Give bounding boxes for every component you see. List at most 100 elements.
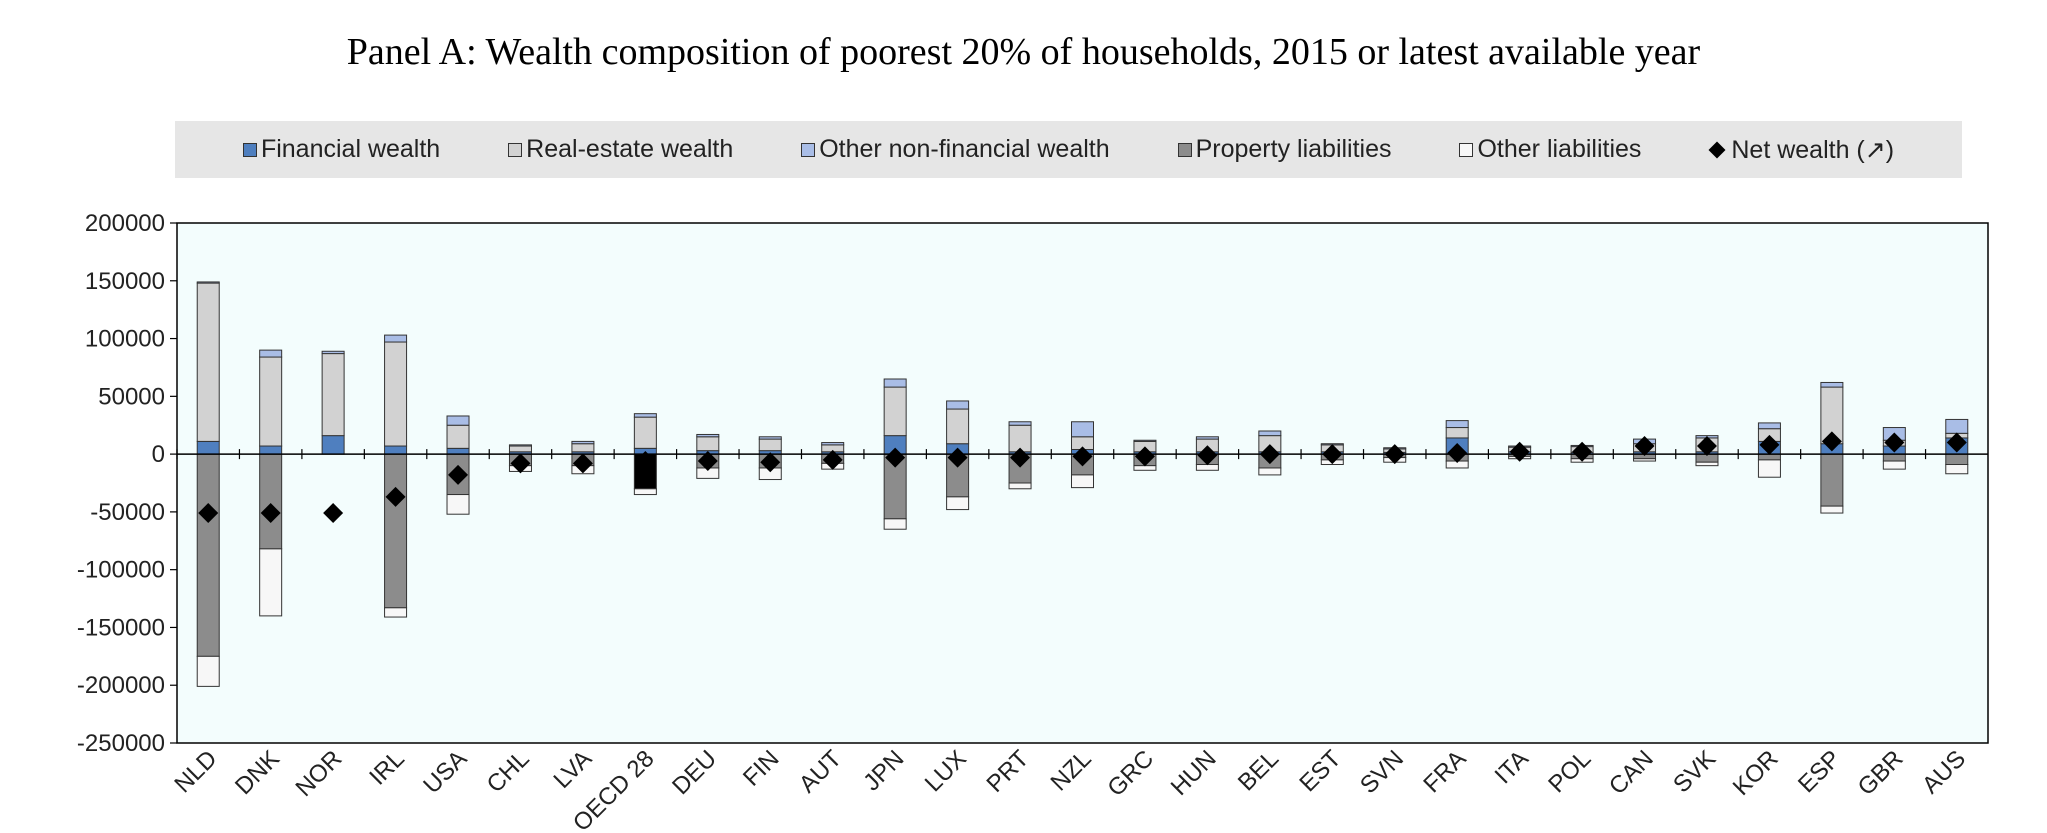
bar-fin-nor xyxy=(321,435,345,455)
bar-ol-gbr xyxy=(1882,460,1906,470)
net-wealth-point-oecd-28 xyxy=(635,451,656,472)
bar-pl-aus xyxy=(1945,453,1969,466)
bar-ol-hun xyxy=(1195,464,1219,471)
net-wealth-point-fin xyxy=(760,452,781,473)
x-tick-label: EST xyxy=(1294,745,1346,797)
bar-ol-lux xyxy=(946,496,970,511)
bar-onf-chl xyxy=(508,444,532,447)
bar-onf-kor xyxy=(1757,422,1781,430)
x-tick-label: FIN xyxy=(738,745,784,791)
net-wealth-point-svk xyxy=(1696,436,1717,457)
bar-onf-irl xyxy=(384,334,408,343)
x-tick-label: NZL xyxy=(1046,745,1097,796)
x-tick-label: USA xyxy=(418,745,472,799)
bar-ol-irl xyxy=(384,607,408,618)
bar-onf-fra xyxy=(1445,420,1469,429)
bar-onf-aut xyxy=(821,442,845,446)
x-tick-label: AUT xyxy=(794,745,847,798)
x-tick-label: FRA xyxy=(1418,745,1471,798)
bar-ol-jpn xyxy=(883,518,907,530)
x-tick-label: ITA xyxy=(1490,745,1534,789)
legend-marker-fin xyxy=(242,142,257,157)
net-wealth-point-nzl xyxy=(1072,446,1093,467)
bar-re-chl xyxy=(508,445,532,453)
bar-ol-esp xyxy=(1820,505,1844,514)
bar-onf-nor xyxy=(321,350,345,355)
x-tick-label: PRT xyxy=(982,745,1035,798)
legend-marker-ol xyxy=(1459,142,1474,157)
x-tick-label: LUX xyxy=(920,745,972,797)
y-tick-label: 200000 xyxy=(85,210,165,237)
x-tick-label: NOR xyxy=(291,745,348,802)
bar-re-deu xyxy=(696,436,720,452)
x-tick-label: POL xyxy=(1543,745,1596,798)
net-wealth-point-nld xyxy=(198,503,219,524)
net-wealth-point-lva xyxy=(572,453,593,474)
bar-onf-esp xyxy=(1820,381,1844,388)
x-tick-label: IRL xyxy=(364,745,410,791)
x-tick-label: JPN xyxy=(858,745,909,796)
bar-fin-dnk xyxy=(259,445,283,455)
y-tick-label: -100000 xyxy=(77,557,165,584)
y-tick-label: -200000 xyxy=(77,672,165,699)
bar-pl-esp xyxy=(1820,453,1844,507)
bar-onf-nld xyxy=(196,281,220,284)
net-wealth-point-pol xyxy=(1572,441,1593,462)
legend: Financial wealth Real-estate wealth Other … xyxy=(175,121,1962,178)
bar-ol-bel xyxy=(1258,467,1282,476)
bar-onf-dnk xyxy=(259,349,283,358)
legend-label-re: Real-estate wealth xyxy=(526,135,734,163)
bar-re-usa xyxy=(446,424,470,449)
bar-onf-prt xyxy=(1008,421,1032,426)
x-tick-label: SVN xyxy=(1355,745,1409,799)
bar-onf-nzl xyxy=(1071,421,1094,438)
net-wealth-point-dnk xyxy=(260,503,281,524)
net-wealth-point-gbr xyxy=(1884,432,1905,453)
y-tick-label: 100000 xyxy=(85,326,165,353)
net-wealth-point-jpn xyxy=(885,447,906,468)
bar-re-jpn xyxy=(883,386,907,437)
net-wealth-point-kor xyxy=(1759,434,1780,455)
bar-re-lux xyxy=(946,408,970,445)
bar-pl-gbr xyxy=(1882,453,1906,462)
x-tick-label: GBR xyxy=(1853,745,1909,801)
bar-ol-prt xyxy=(1008,482,1032,490)
legend-marker-re xyxy=(508,142,523,157)
bar-pl-irl xyxy=(384,453,408,609)
net-wealth-point-esp xyxy=(1821,431,1842,452)
bar-re-nor xyxy=(321,353,345,437)
bar-pl-nld xyxy=(196,453,220,657)
legend-label-pl: Property liabilities xyxy=(1195,135,1392,163)
net-wealth-point-hun xyxy=(1197,445,1218,466)
legend-label-net: Net wealth (↗) xyxy=(1731,135,1895,164)
x-tick-label: NLD xyxy=(169,745,222,798)
net-wealth-point-irl xyxy=(385,486,406,507)
bar-fin-nld xyxy=(196,440,220,455)
chart-title: Panel A: Wealth composition of poorest 2… xyxy=(346,31,1701,73)
net-wealth-point-nor xyxy=(323,503,344,524)
x-tick-label: KOR xyxy=(1728,745,1784,801)
bar-ol-nld xyxy=(196,655,220,687)
legend-item-ol: Other liabilities xyxy=(1459,135,1641,164)
bar-onf-fin xyxy=(758,436,782,440)
bar-ol-dnk xyxy=(259,548,283,617)
bar-re-fra xyxy=(1445,427,1469,439)
x-tick-label: DNK xyxy=(230,745,285,800)
bar-re-lva xyxy=(571,443,595,453)
x-tick-label: HUN xyxy=(1166,745,1222,801)
net-wealth-point-aut xyxy=(822,449,843,470)
x-tick-label: CHL xyxy=(482,745,535,798)
bar-pl-kor xyxy=(1757,453,1781,461)
x-tick-label: GRC xyxy=(1102,745,1159,802)
bar-re-nld xyxy=(196,282,220,442)
legend-label-ol: Other liabilities xyxy=(1477,135,1642,163)
bar-ol-usa xyxy=(446,494,470,515)
net-wealth-point-can xyxy=(1634,436,1655,457)
bar-ol-kor xyxy=(1757,459,1781,478)
bar-onf-usa xyxy=(446,415,470,426)
y-tick-label: 50000 xyxy=(98,383,165,410)
net-wealth-point-grc xyxy=(1134,446,1155,467)
net-wealth-point-chl xyxy=(510,453,531,474)
bar-onf-aus xyxy=(1945,418,1969,434)
legend-item-fin: Financial wealth xyxy=(242,135,440,164)
